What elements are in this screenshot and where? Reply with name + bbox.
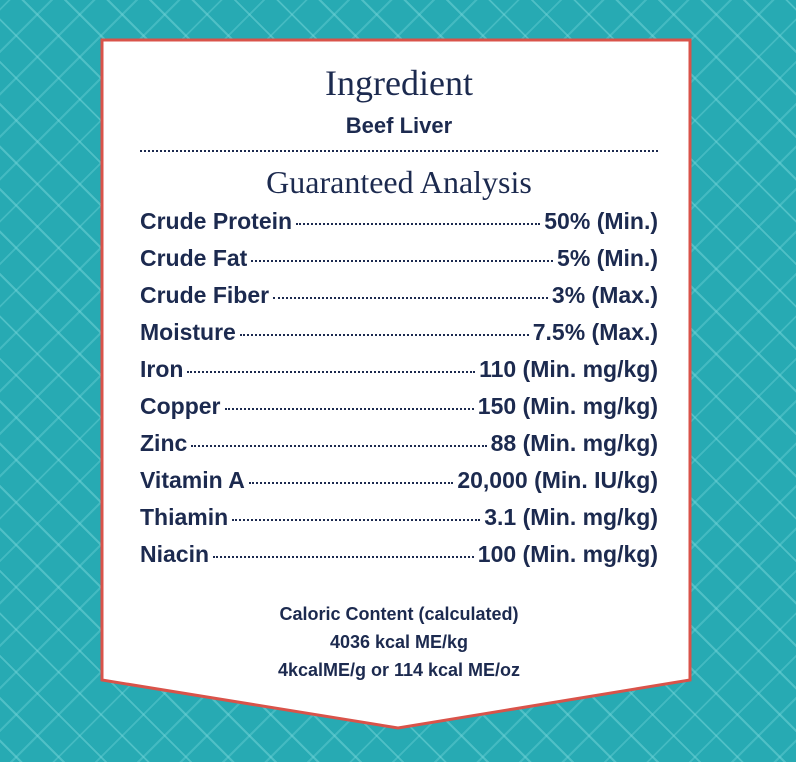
nutrient-value: 5% (Min.)	[557, 245, 658, 271]
analysis-row: Iron 110 (Min. mg/kg)	[140, 356, 658, 393]
dot-leader	[191, 445, 487, 447]
nutrient-value: 20,000 (Min. IU/kg)	[457, 467, 658, 493]
ingredient-title: Ingredient	[325, 63, 473, 103]
nutrient-value: 3.1 (Min. mg/kg)	[484, 504, 658, 530]
nutrient-label: Copper	[140, 393, 221, 419]
dot-leader	[248, 482, 454, 484]
nutrient-label: Crude Fat	[140, 245, 248, 271]
analysis-row: Moisture 7.5% (Max.)	[140, 319, 658, 356]
nutrient-label: Niacin	[140, 541, 210, 567]
dot-leader	[213, 556, 474, 558]
nutrient-label: Moisture	[140, 319, 236, 345]
analysis-row: Crude Fat 5% (Min.)	[140, 245, 658, 282]
nutrient-label: Vitamin A	[140, 467, 245, 493]
caloric-line: 4kcalME/g or 114 kcal ME/oz	[277, 660, 521, 680]
dot-leader	[296, 223, 541, 225]
nutrient-label: Crude Protein	[140, 208, 293, 234]
analysis-title: Guaranteed Analysis	[266, 164, 532, 200]
analysis-row: Zinc 88 (Min. mg/kg)	[140, 430, 658, 467]
divider	[140, 150, 658, 152]
nutrient-value: 3% (Max.)	[551, 282, 658, 308]
analysis-row: Copper 150 (Min. mg/kg)	[140, 393, 658, 430]
ingredient-name: Beef Liver	[345, 113, 453, 138]
dot-leader	[273, 297, 548, 299]
dot-leader	[224, 408, 474, 410]
nutrient-value: 50% (Min.)	[544, 208, 658, 234]
nutrient-label: Zinc	[140, 430, 188, 456]
nutrient-value: 100 (Min. mg/kg)	[477, 541, 658, 567]
analysis-row: Vitamin A 20,000 (Min. IU/kg)	[140, 467, 658, 504]
nutrient-label: Iron	[140, 356, 184, 382]
nutrient-value: 110 (Min. mg/kg)	[479, 356, 658, 382]
nutrient-value: 7.5% (Max.)	[532, 319, 658, 345]
dot-leader	[251, 260, 554, 262]
analysis-row: Crude Fiber 3% (Max.)	[140, 282, 658, 319]
caloric-content: Caloric Content (calculated) 4036 kcal ME…	[140, 600, 658, 684]
analysis-row: Niacin 100 (Min. mg/kg)	[140, 541, 658, 578]
caloric-line: Caloric Content (calculated)	[279, 604, 519, 624]
nutrient-label: Thiamin	[140, 504, 229, 530]
dot-leader	[187, 371, 476, 373]
analysis-row: Thiamin 3.1 (Min. mg/kg)	[140, 504, 658, 541]
analysis-table: Crude Protein 50% (Min.) Crude Fat 5% (Min.…	[140, 208, 658, 578]
caloric-line: 4036 kcal ME/kg	[329, 632, 469, 652]
dot-leader	[232, 519, 481, 521]
dot-leader	[239, 334, 529, 336]
label-content: Ingredient Beef Liver Guaranteed Analysi…	[140, 58, 658, 684]
nutrient-label: Crude Fiber	[140, 282, 270, 308]
nutrient-value: 88 (Min. mg/kg)	[490, 430, 658, 456]
nutrient-value: 150 (Min. mg/kg)	[477, 393, 658, 419]
analysis-row: Crude Protein 50% (Min.)	[140, 208, 658, 245]
